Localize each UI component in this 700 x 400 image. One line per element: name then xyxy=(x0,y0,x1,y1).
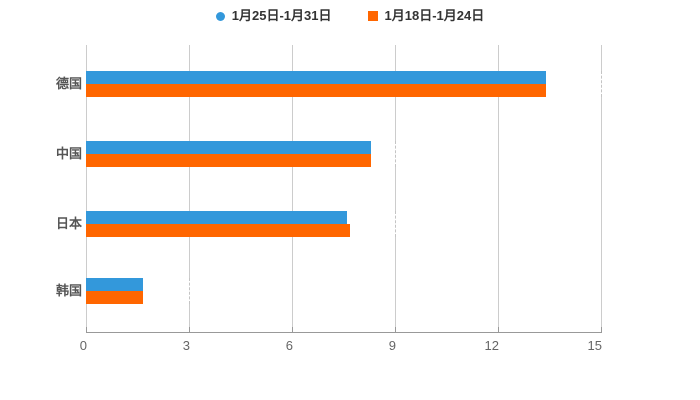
gridline-dashed-segment xyxy=(395,211,396,237)
x-axis-line xyxy=(86,332,602,333)
x-axis-tick-label: 9 xyxy=(388,338,396,353)
bar xyxy=(86,278,143,291)
legend-item-week1[interactable]: 1月18日-1月24日 xyxy=(367,8,485,24)
y-axis-category-label: 德国 xyxy=(55,76,82,91)
x-axis-tick xyxy=(601,327,602,332)
x-axis-tick xyxy=(292,327,293,332)
bar xyxy=(86,211,347,224)
x-axis-tick-label: 12 xyxy=(484,338,499,353)
legend-circle-marker-icon xyxy=(215,11,225,21)
gridline xyxy=(601,45,602,332)
bar xyxy=(86,224,351,237)
x-axis-tick xyxy=(395,327,396,332)
gridline xyxy=(292,45,293,332)
bar xyxy=(86,141,371,154)
legend-item-week2[interactable]: 1月25日-1月31日 xyxy=(215,8,332,24)
legend-label-week2: 1月25日-1月31日 xyxy=(231,8,332,23)
gridline xyxy=(189,45,190,332)
gridline-dashed-segment xyxy=(395,141,396,167)
gridline xyxy=(86,45,87,332)
x-axis-tick xyxy=(498,327,499,332)
gridline xyxy=(395,45,396,332)
x-axis-tick-label: 3 xyxy=(182,338,190,353)
y-axis-category-label: 日本 xyxy=(55,216,82,231)
x-axis-tick xyxy=(189,327,190,332)
bar xyxy=(86,84,547,97)
gridline xyxy=(498,45,499,332)
x-axis-tick xyxy=(86,327,87,332)
bar xyxy=(86,154,371,167)
bar xyxy=(86,291,143,304)
y-axis-category-label: 韩国 xyxy=(55,283,82,298)
bar xyxy=(86,71,547,84)
legend-label-week1: 1月18日-1月24日 xyxy=(384,8,485,23)
legend-square-marker-icon xyxy=(367,11,378,21)
gridline-dashed-segment xyxy=(189,278,190,304)
chart-legend: 1月25日-1月31日 1月18日-1月24日 xyxy=(0,4,700,28)
x-axis-tick-label: 15 xyxy=(587,338,602,353)
gridline-dashed-segment xyxy=(601,71,602,97)
y-axis-category-label: 中国 xyxy=(55,146,82,161)
x-axis-tick-label: 6 xyxy=(285,338,293,353)
x-axis-tick-label: 0 xyxy=(79,338,87,353)
